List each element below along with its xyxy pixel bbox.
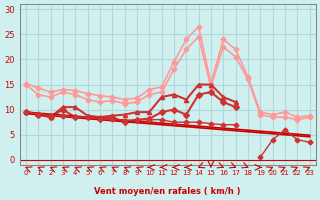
X-axis label: Vent moyen/en rafales ( km/h ): Vent moyen/en rafales ( km/h ) <box>94 187 241 196</box>
